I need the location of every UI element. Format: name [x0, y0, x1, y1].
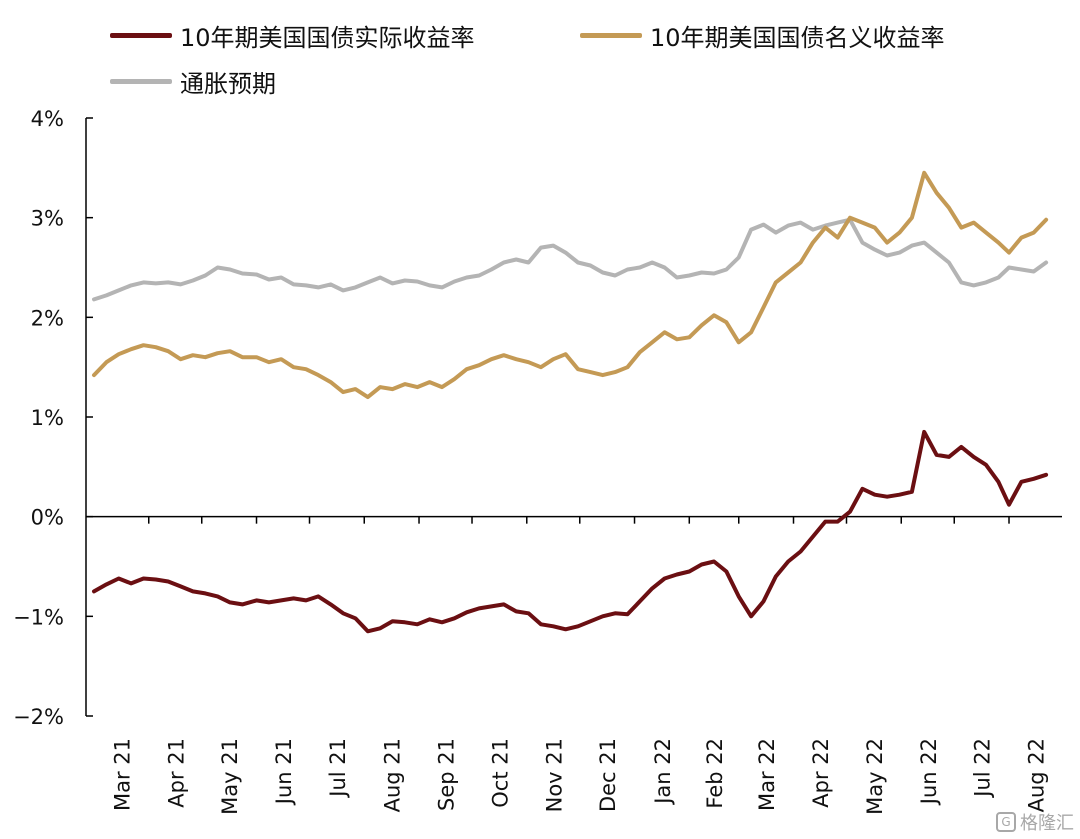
x-tick-label: Jun 21: [272, 738, 296, 806]
x-tick-label: Dec 21: [596, 738, 620, 812]
x-tick-label: Jan 22: [651, 738, 675, 806]
x-tick-label: Mar 21: [110, 738, 134, 811]
x-tick-label: Oct 21: [488, 738, 512, 808]
y-tick-label: −2%: [13, 705, 64, 729]
watermark-text: 格隆汇: [1020, 813, 1074, 834]
x-axis: Mar 21 Apr 21 May 21 Jun 21 Jul 21 Aug 21 Sep …: [86, 515, 1062, 815]
x-tick-label: Nov 21: [542, 738, 566, 812]
legend-label-nominal-yield: 10年期美国国债名义收益率: [650, 24, 945, 52]
x-tick-label: Jul 22: [971, 738, 995, 799]
x-tick-label: May 21: [218, 738, 242, 815]
x-tick-label: Aug 21: [381, 738, 405, 812]
x-tick-label: Jul 21: [326, 738, 350, 799]
legend-item-real-yield: 10年期美国国债实际收益率: [110, 18, 475, 53]
legend-swatch-inflation-expectation: [110, 79, 172, 84]
x-tick-label: Sep 21: [435, 738, 459, 811]
x-tick-label: Feb 22: [703, 738, 727, 809]
x-tick-label: Apr 21: [164, 738, 188, 808]
legend-label-real-yield: 10年期美国国债实际收益率: [180, 24, 475, 52]
series-line-inflation-expectation: [92, 217, 1049, 302]
watermark: G 格隆汇: [996, 809, 1074, 835]
watermark-logo-icon: G: [996, 812, 1016, 832]
y-tick-label: 4%: [31, 107, 64, 131]
legend-swatch-real-yield: [110, 33, 172, 38]
y-tick-label: −1%: [13, 605, 64, 629]
y-tick-label: 2%: [31, 306, 64, 330]
x-tick-label: Aug 22: [1025, 738, 1049, 812]
x-tick-label: Mar 22: [755, 738, 779, 811]
series-line-real-yield: [92, 429, 1049, 634]
x-tick-label: May 22: [863, 738, 887, 815]
y-tick-label: 1%: [31, 406, 64, 430]
legend-swatch-nominal-yield: [580, 33, 642, 38]
series-line-nominal-yield: [92, 170, 1049, 400]
y-axis: 4% 3% 2% 1% 0% −1% −2%: [13, 107, 93, 729]
legend-item-inflation-expectation: 通胀预期: [110, 64, 276, 99]
series-lines: [92, 170, 1049, 634]
x-tick-label: Apr 22: [809, 738, 833, 808]
y-tick-label: 3%: [31, 207, 64, 231]
y-tick-label: 0%: [31, 506, 64, 530]
x-tick-label: Jun 22: [917, 738, 941, 806]
legend-label-inflation-expectation: 通胀预期: [180, 70, 276, 98]
legend-item-nominal-yield: 10年期美国国债名义收益率: [580, 18, 945, 53]
